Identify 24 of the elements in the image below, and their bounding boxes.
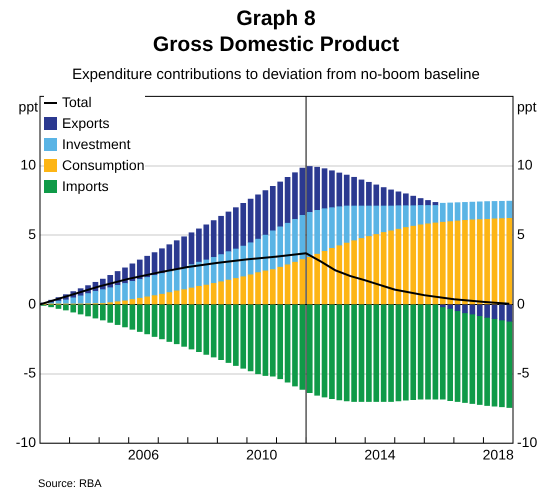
- legend-label: Consumption: [62, 156, 144, 175]
- chart-subtitle: Expenditure contributions to deviation from no-boom baseline: [71, 66, 481, 83]
- legend-label: Exports: [62, 114, 110, 133]
- x-tick-label: 2014: [364, 446, 396, 462]
- y2-tick-label: 0: [517, 295, 525, 312]
- y-axis-title: ppt: [18, 98, 38, 114]
- legend-label: Imports: [62, 177, 109, 196]
- y-tick-label: 0: [28, 295, 36, 312]
- x-tick-label: 2018: [482, 446, 514, 462]
- y2-tick-label: -10: [517, 434, 538, 450]
- y-tick-label: 10: [20, 156, 36, 173]
- legend-label: Total: [62, 93, 92, 112]
- y2-tick-label: 10: [517, 156, 533, 173]
- source-note: Source: RBA: [38, 478, 102, 490]
- y-tick-label: -10: [16, 434, 36, 450]
- y2-axis-title: ppt: [517, 98, 537, 114]
- y2-tick-label: -5: [517, 364, 530, 381]
- y-tick-label: 5: [28, 226, 36, 242]
- x-tick-label: 2010: [246, 446, 278, 462]
- chart-title: Graph 8 Gross Domestic Product: [152, 6, 400, 58]
- y2-tick-label: 5: [517, 226, 525, 242]
- y-tick-label: -5: [24, 364, 36, 381]
- x-tick-label: 2006: [128, 446, 160, 462]
- legend-label: Investment: [62, 135, 130, 154]
